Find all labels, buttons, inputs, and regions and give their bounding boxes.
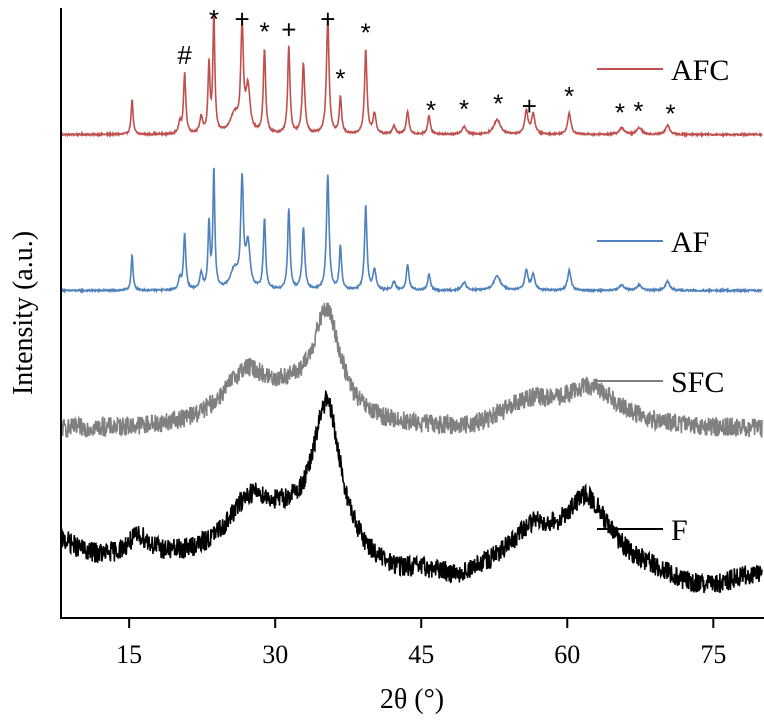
legend-label-f: F: [671, 514, 688, 547]
x-ticks: 15 30 45 60 75: [116, 618, 726, 669]
peak-markers: #* + * + +*** * * + ** * *: [177, 4, 675, 129]
series-line-sfc: [60, 302, 763, 439]
series-line-f: [60, 389, 763, 594]
peak-marker: *: [335, 64, 345, 94]
peak-marker: *: [209, 4, 219, 34]
peak-marker: *: [459, 94, 469, 124]
peak-marker: *: [259, 16, 269, 46]
legend-label-sfc: SFC: [671, 366, 724, 399]
x-tick-label: 75: [700, 640, 726, 669]
legend: AFC AF SFC F: [597, 54, 729, 547]
x-tick-label: 60: [554, 640, 580, 669]
x-tick-label: 30: [262, 640, 288, 669]
series-line-af: [60, 167, 763, 295]
peak-marker: +: [522, 91, 537, 121]
peak-marker: *: [665, 99, 675, 129]
y-axis-title: Intensity (a.u.): [8, 231, 39, 395]
x-tick-label: 45: [408, 640, 434, 669]
peak-marker: +: [320, 4, 335, 34]
axes: [60, 8, 764, 619]
x-tick-label: 15: [116, 640, 142, 669]
peak-marker: *: [493, 88, 503, 118]
x-axis-title: 2θ (°): [380, 684, 444, 715]
peak-marker: *: [361, 18, 371, 48]
peak-marker: +: [281, 14, 296, 44]
legend-label-afc: AFC: [671, 54, 729, 87]
peak-marker: *: [564, 81, 574, 111]
peak-marker: +: [235, 4, 250, 34]
legend-label-af: AF: [671, 226, 709, 259]
peak-marker: #: [177, 40, 192, 70]
series-layer: [60, 11, 763, 594]
peak-marker: *: [426, 95, 436, 125]
series-line-afc: [60, 11, 763, 139]
peak-marker: *: [615, 98, 625, 128]
peak-marker: *: [633, 96, 643, 126]
